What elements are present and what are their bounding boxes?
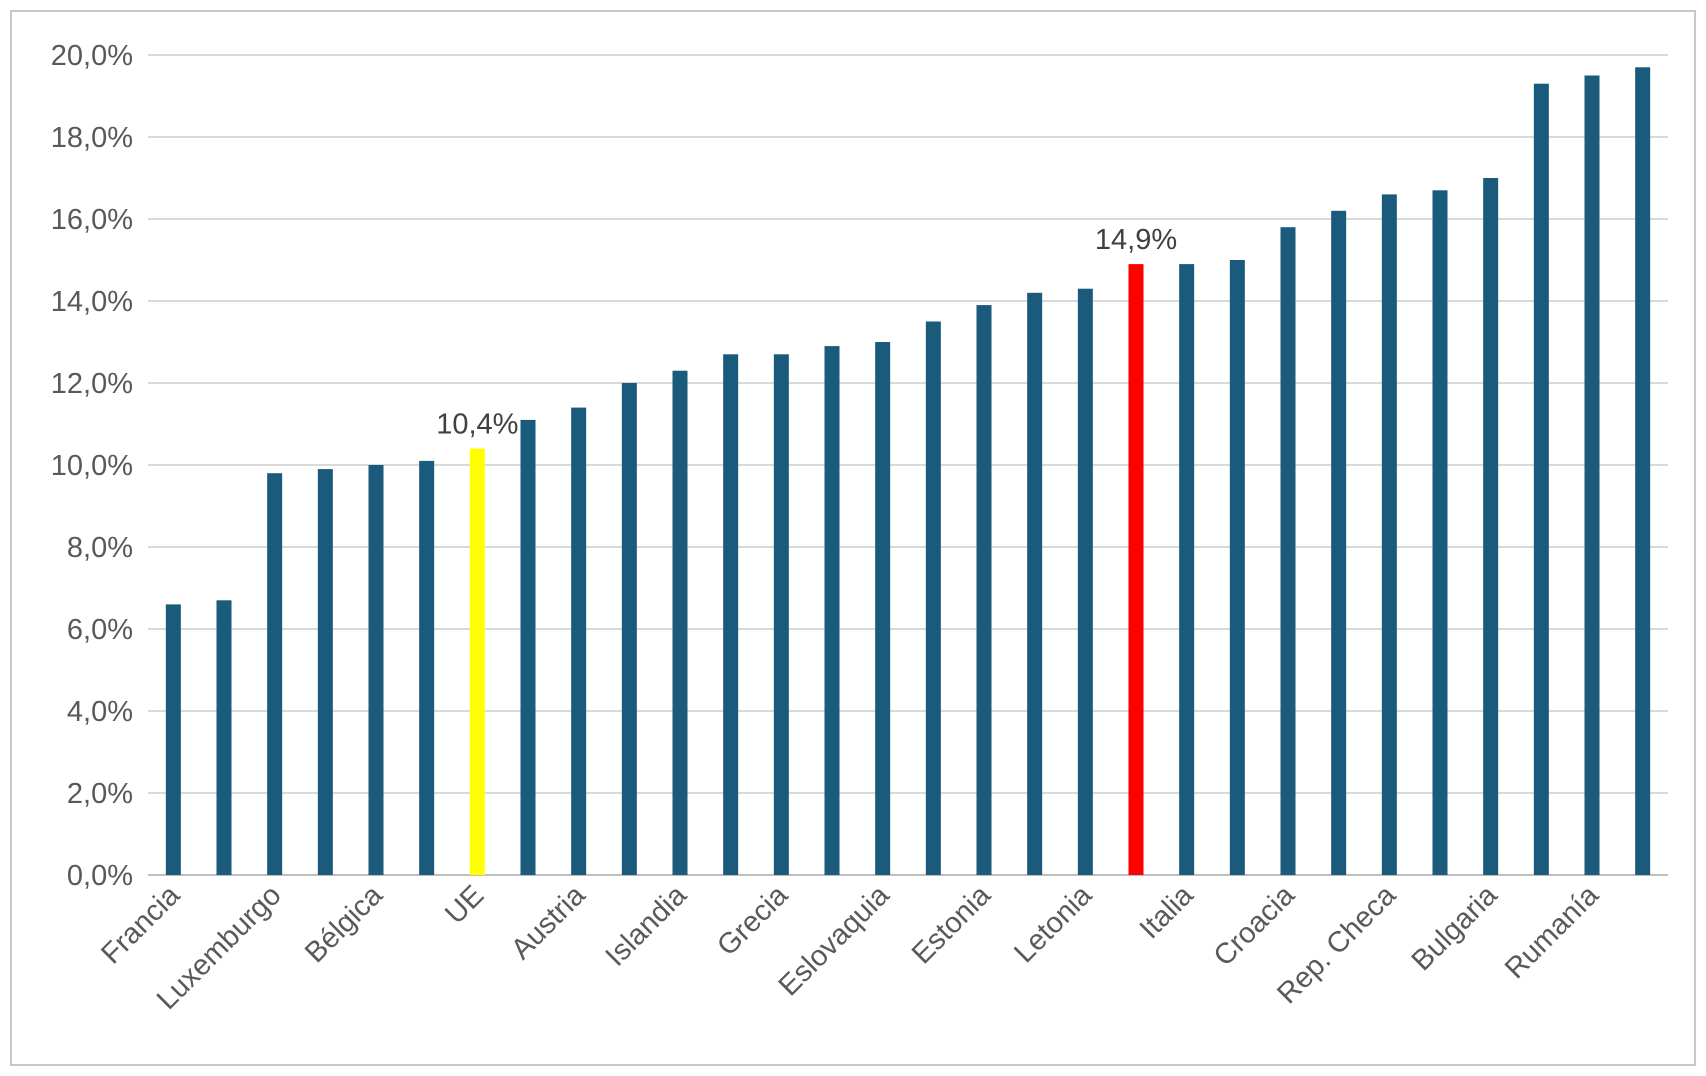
data-labels: 10,4% 14,9% (436, 224, 1177, 441)
bar (824, 346, 840, 876)
bar (1229, 260, 1245, 875)
bar (925, 321, 941, 875)
bar (571, 407, 587, 875)
y-tick-label: 8,0% (67, 532, 133, 564)
bars (165, 67, 1651, 876)
bar (419, 460, 435, 875)
y-tick-label: 14,0% (51, 286, 133, 318)
bar (1128, 264, 1144, 876)
y-tick-label: 6,0% (67, 614, 133, 646)
bar (520, 419, 536, 875)
bar (773, 354, 789, 875)
chart-frame (10, 10, 1696, 1066)
bar (875, 342, 891, 875)
y-tick-label: 4,0% (67, 696, 133, 728)
bar (1483, 178, 1499, 875)
bar (368, 465, 384, 875)
bar (1381, 194, 1397, 875)
y-tick-label: 10,0% (51, 450, 133, 482)
y-tick-label: 20,0% (51, 40, 133, 72)
x-tick-label: Grecia (711, 879, 795, 963)
bar (1179, 264, 1195, 876)
data-label: 14,9% (1095, 224, 1177, 256)
bar (1584, 75, 1600, 875)
x-tick-label: Bélgica (299, 879, 389, 969)
x-tick-label: Bulgaria (1406, 879, 1504, 977)
bar (621, 383, 637, 875)
x-tick-label: Rumanía (1499, 879, 1605, 985)
y-tick-label: 16,0% (51, 204, 133, 236)
bar (165, 604, 181, 875)
bar (723, 354, 739, 875)
y-axis-labels: 0,0% 2,0% 4,0% 6,0% 8,0% 10,0% 12,0% 14,0% 16,0%… (51, 40, 133, 892)
bar (267, 473, 283, 875)
bar (672, 370, 688, 875)
y-tick-label: 0,0% (67, 860, 133, 892)
x-tick-label: Estonia (906, 879, 998, 971)
bar (1077, 288, 1093, 875)
x-tick-label: Letonia (1008, 879, 1099, 970)
bar (1533, 83, 1549, 875)
data-label: 10,4% (436, 409, 518, 441)
bar (1635, 67, 1651, 876)
x-tick-label: Croacia (1208, 879, 1302, 973)
x-tick-label: UE (439, 879, 490, 930)
bar (1432, 190, 1448, 876)
x-tick-label: Francia (95, 879, 187, 971)
bar (216, 600, 232, 875)
bar (1280, 227, 1296, 875)
x-tick-label: Islandia (600, 879, 694, 973)
y-tick-label: 18,0% (51, 122, 133, 154)
y-tick-label: 12,0% (51, 368, 133, 400)
bar (1027, 292, 1043, 875)
bar (317, 469, 333, 875)
gridlines (148, 54, 1668, 876)
bar (1331, 210, 1347, 876)
x-tick-label: Austria (505, 879, 592, 966)
bar (469, 448, 485, 875)
bar (976, 305, 992, 876)
y-tick-label: 2,0% (67, 778, 133, 810)
x-tick-label: Italia (1134, 879, 1201, 946)
x-tick-label: Eslovaquia (773, 879, 897, 1003)
